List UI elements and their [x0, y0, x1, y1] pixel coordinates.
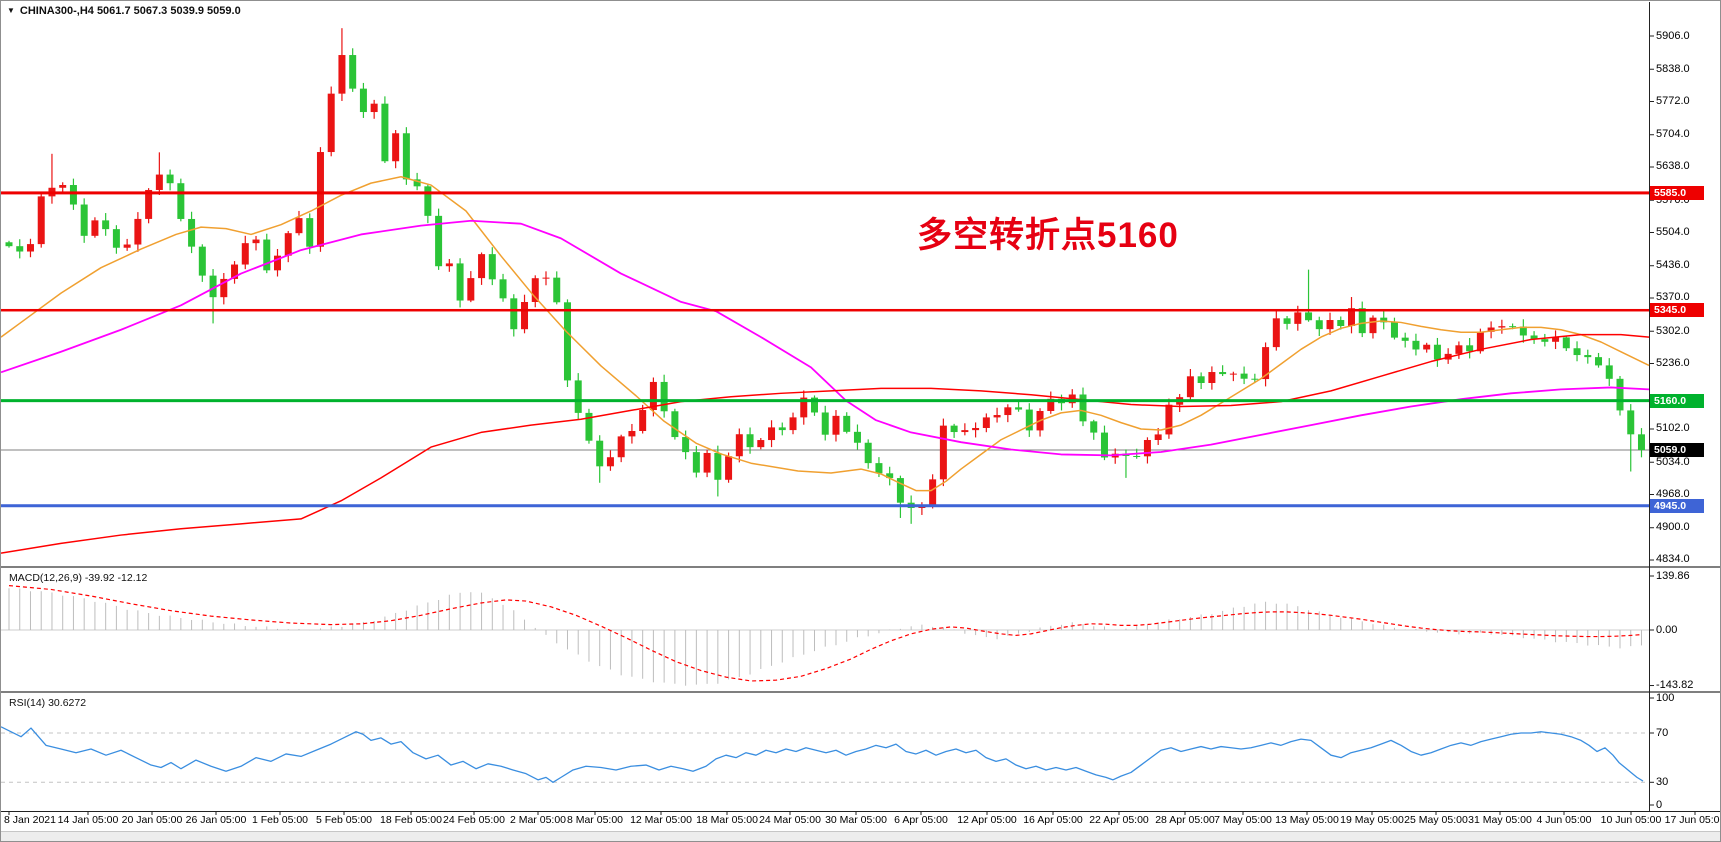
time-axis-label: 8 Jan 2021 — [4, 814, 56, 826]
time-axis-label: 25 May 05:00 — [1404, 814, 1468, 826]
price-axis-label: 5236.0 — [1656, 356, 1690, 369]
time-axis-label: 13 May 05:00 — [1275, 814, 1339, 826]
time-axis-label: 20 Jan 05:00 — [121, 814, 183, 826]
rsi-axis-label: 30 — [1656, 775, 1669, 788]
chart-header: ▼ CHINA300-,H4 5061.7 5067.3 5039.9 5059… — [7, 4, 241, 18]
time-axis-label: 31 May 05:00 — [1468, 814, 1532, 826]
window-bottom-strip — [1, 831, 1720, 841]
price-axis-label: 4968.0 — [1656, 487, 1690, 500]
time-axis-label: 6 Apr 05:00 — [894, 814, 948, 826]
time-axis-label: 19 May 05:00 — [1340, 814, 1404, 826]
time-axis-label: 22 Apr 05:00 — [1089, 814, 1149, 826]
price-axis-label: 4900.0 — [1656, 521, 1690, 534]
time-axis-label: 18 Feb 05:00 — [380, 814, 442, 826]
time-axis-label: 12 Mar 05:00 — [630, 814, 692, 826]
rsi-axis-label: 70 — [1656, 726, 1669, 739]
price-level-tag: 5160.0 — [1650, 393, 1704, 408]
time-axis-label: 10 Jun 05:00 — [1600, 814, 1662, 826]
price-axis-label: 5838.0 — [1656, 62, 1690, 75]
time-axis-label: 2 Mar 05:00 — [509, 814, 567, 826]
price-axis-label: 5302.0 — [1656, 324, 1690, 337]
price-level-tag: 4945.0 — [1650, 498, 1704, 513]
price-axis-label: 5772.0 — [1656, 94, 1690, 107]
price-axis-label: 5704.0 — [1656, 128, 1690, 141]
time-axis-label: 14 Jan 05:00 — [57, 814, 119, 826]
price-axis-label: 5436.0 — [1656, 259, 1690, 272]
time-axis-label: 17 Jun 05:00 — [1664, 814, 1721, 826]
time-axis-label: 24 Mar 05:00 — [759, 814, 821, 826]
time-axis-label: 30 Mar 05:00 — [825, 814, 887, 826]
price-axis-label: 5906.0 — [1656, 29, 1690, 42]
time-axis-label: 8 Mar 05:00 — [566, 814, 624, 826]
time-axis-label: 7 May 05:00 — [1214, 814, 1272, 826]
symbol-ohlc-label: CHINA300-,H4 5061.7 5067.3 5039.9 5059.0 — [19, 5, 241, 17]
time-axis-label: 1 Feb 05:00 — [251, 814, 309, 826]
price-level-tag: 5585.0 — [1650, 185, 1704, 200]
price-axis-label: 5034.0 — [1656, 455, 1690, 468]
time-axis-label: 24 Feb 05:00 — [443, 814, 505, 826]
time-axis-label: 5 Feb 05:00 — [315, 814, 373, 826]
chevron-down-icon[interactable]: ▼ — [7, 6, 15, 15]
price-level-tag: 5345.0 — [1650, 303, 1704, 318]
price-axis-label: 4834.0 — [1656, 553, 1690, 566]
time-axis-label: 12 Apr 05:00 — [957, 814, 1017, 826]
macd-axis-label: 0.00 — [1656, 623, 1678, 636]
time-axis-label: 26 Jan 05:00 — [185, 814, 247, 826]
current-price-tag: 5059.0 — [1650, 443, 1704, 457]
time-axis-label: 16 Apr 05:00 — [1023, 814, 1083, 826]
rsi-axis-label: 0 — [1656, 798, 1663, 811]
macd-indicator-label: MACD(12,26,9) -39.92 -12.12 — [9, 572, 148, 584]
time-axis-label: 18 Mar 05:00 — [696, 814, 758, 826]
price-axis-label: 5370.0 — [1656, 291, 1690, 304]
macd-axis-label: -143.82 — [1656, 679, 1694, 692]
time-axis-label: 28 Apr 05:00 — [1155, 814, 1215, 826]
macd-axis-label: 139.86 — [1656, 569, 1690, 582]
price-axis-label: 5102.0 — [1656, 422, 1690, 435]
annotation-text: 多空转折点5160 — [917, 216, 1179, 255]
price-axis-label: 5638.0 — [1656, 160, 1690, 173]
rsi-indicator-label: RSI(14) 30.6272 — [9, 697, 87, 709]
time-axis-label: 4 Jun 05:00 — [1536, 814, 1592, 826]
price-axis-label: 5504.0 — [1656, 225, 1690, 238]
rsi-axis-label: 100 — [1656, 691, 1675, 704]
